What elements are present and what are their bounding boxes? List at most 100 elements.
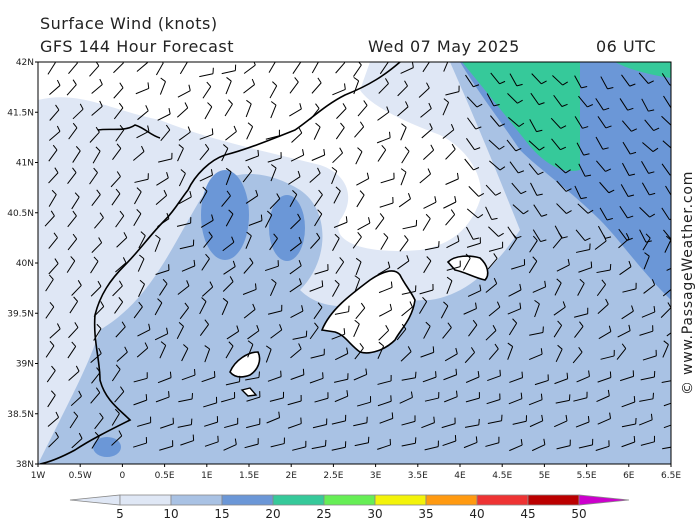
wind-barb <box>221 297 229 316</box>
wind-barb <box>179 62 188 75</box>
wind-barb <box>113 102 124 120</box>
wind-barb <box>577 278 585 296</box>
wind-barb <box>289 236 302 252</box>
wind-barb <box>353 76 360 95</box>
wind-barb <box>353 368 368 381</box>
wind-barb <box>597 298 609 314</box>
wind-barb <box>199 143 210 161</box>
wind-barb <box>554 414 568 428</box>
wind-barb <box>268 62 276 73</box>
longitude-axis: 1W 0.5W 0 0.5E 1E 1.5E 2E 2.5E 3E 3.5E 4E 4.5E 5E 5.5… <box>31 464 681 481</box>
wind-barb <box>577 203 594 214</box>
wind-barb <box>595 160 612 172</box>
wind-barb <box>270 101 277 119</box>
wind-barb <box>180 434 195 446</box>
wind-barb <box>354 275 361 293</box>
wind-barb <box>596 263 612 274</box>
wind-barb <box>620 370 635 382</box>
wind-barb <box>179 302 189 320</box>
wind-barb <box>377 395 392 407</box>
wind-barb <box>246 418 261 429</box>
wind-barb <box>245 99 252 118</box>
wind-barb <box>622 282 637 293</box>
wind-barb <box>246 122 254 140</box>
wind-barb <box>420 346 435 358</box>
wind-barb <box>490 115 506 127</box>
wind-barb <box>136 125 150 139</box>
lon-label: 5.5E <box>577 471 597 481</box>
wind-barb <box>421 123 433 139</box>
wind-barb <box>594 235 607 250</box>
wind-barb <box>640 435 655 446</box>
wind-barb <box>225 167 232 186</box>
wind-barb <box>490 72 506 85</box>
wind-barb <box>353 416 368 427</box>
wind-barb <box>67 233 78 251</box>
wind-barb <box>578 95 594 108</box>
wind-barb <box>663 95 671 109</box>
scale-label: 45 <box>520 507 535 521</box>
wind-barb <box>442 322 452 339</box>
lat-label: 38N <box>16 460 34 470</box>
wind-barb <box>352 231 362 249</box>
wind-barb <box>662 281 671 297</box>
wind-barb <box>137 105 149 121</box>
wind-barb <box>554 163 571 174</box>
wind-barb <box>666 332 671 337</box>
wind-barb <box>528 393 543 406</box>
wind-barb <box>70 390 82 407</box>
wind-barb <box>68 322 79 339</box>
wind-barb <box>485 277 498 293</box>
wind-barb <box>199 297 207 315</box>
wind-barb <box>597 371 612 383</box>
wind-barb <box>201 281 214 297</box>
wind-barb <box>311 439 327 450</box>
wind-barb <box>71 192 80 210</box>
wind-barb <box>575 415 590 428</box>
wind-barb <box>221 190 231 207</box>
island-ibiza <box>229 351 261 378</box>
wind-barb <box>422 371 437 383</box>
wind-barb <box>556 258 570 272</box>
wind-barb <box>574 307 589 318</box>
lon-label: 5E <box>539 471 551 481</box>
wind-barb <box>90 387 101 404</box>
wind-barb <box>90 347 102 363</box>
wind-barb <box>400 346 412 362</box>
wind-barb <box>160 124 171 141</box>
wind-barb <box>353 319 360 338</box>
wind-barb <box>464 347 476 364</box>
lat-label: 40N <box>16 259 34 269</box>
wind-barb <box>247 324 260 340</box>
wind-barb <box>199 128 214 140</box>
wind-barb <box>45 274 54 292</box>
wind-barb <box>598 325 612 340</box>
wind-barb <box>335 257 345 274</box>
coastline-delta <box>97 124 161 139</box>
wind-barb <box>111 188 121 206</box>
island-formentera <box>240 387 258 397</box>
wind-barb <box>424 392 440 402</box>
wind-barb <box>311 62 319 74</box>
wind-barb <box>309 280 324 292</box>
wind-barb <box>553 94 568 107</box>
wind-barb <box>248 214 263 226</box>
coastline-mainland <box>39 62 401 464</box>
wind-barb <box>443 196 457 209</box>
wind-barb <box>310 232 321 249</box>
wind-barb <box>423 256 432 274</box>
wind-barb <box>530 92 545 106</box>
wind-barb <box>136 62 149 72</box>
wind-barb <box>550 117 567 129</box>
wind-barb <box>92 146 101 164</box>
wind-barb <box>133 301 143 319</box>
wind-barb <box>158 152 173 163</box>
wind-barb <box>397 255 410 270</box>
wind-barb <box>199 186 208 204</box>
wind-barb <box>401 437 417 447</box>
wind-barb <box>555 394 571 404</box>
wind-barb <box>621 417 637 428</box>
wind-barb <box>266 411 281 424</box>
wind-barb <box>290 343 302 359</box>
wind-barb <box>642 233 651 251</box>
